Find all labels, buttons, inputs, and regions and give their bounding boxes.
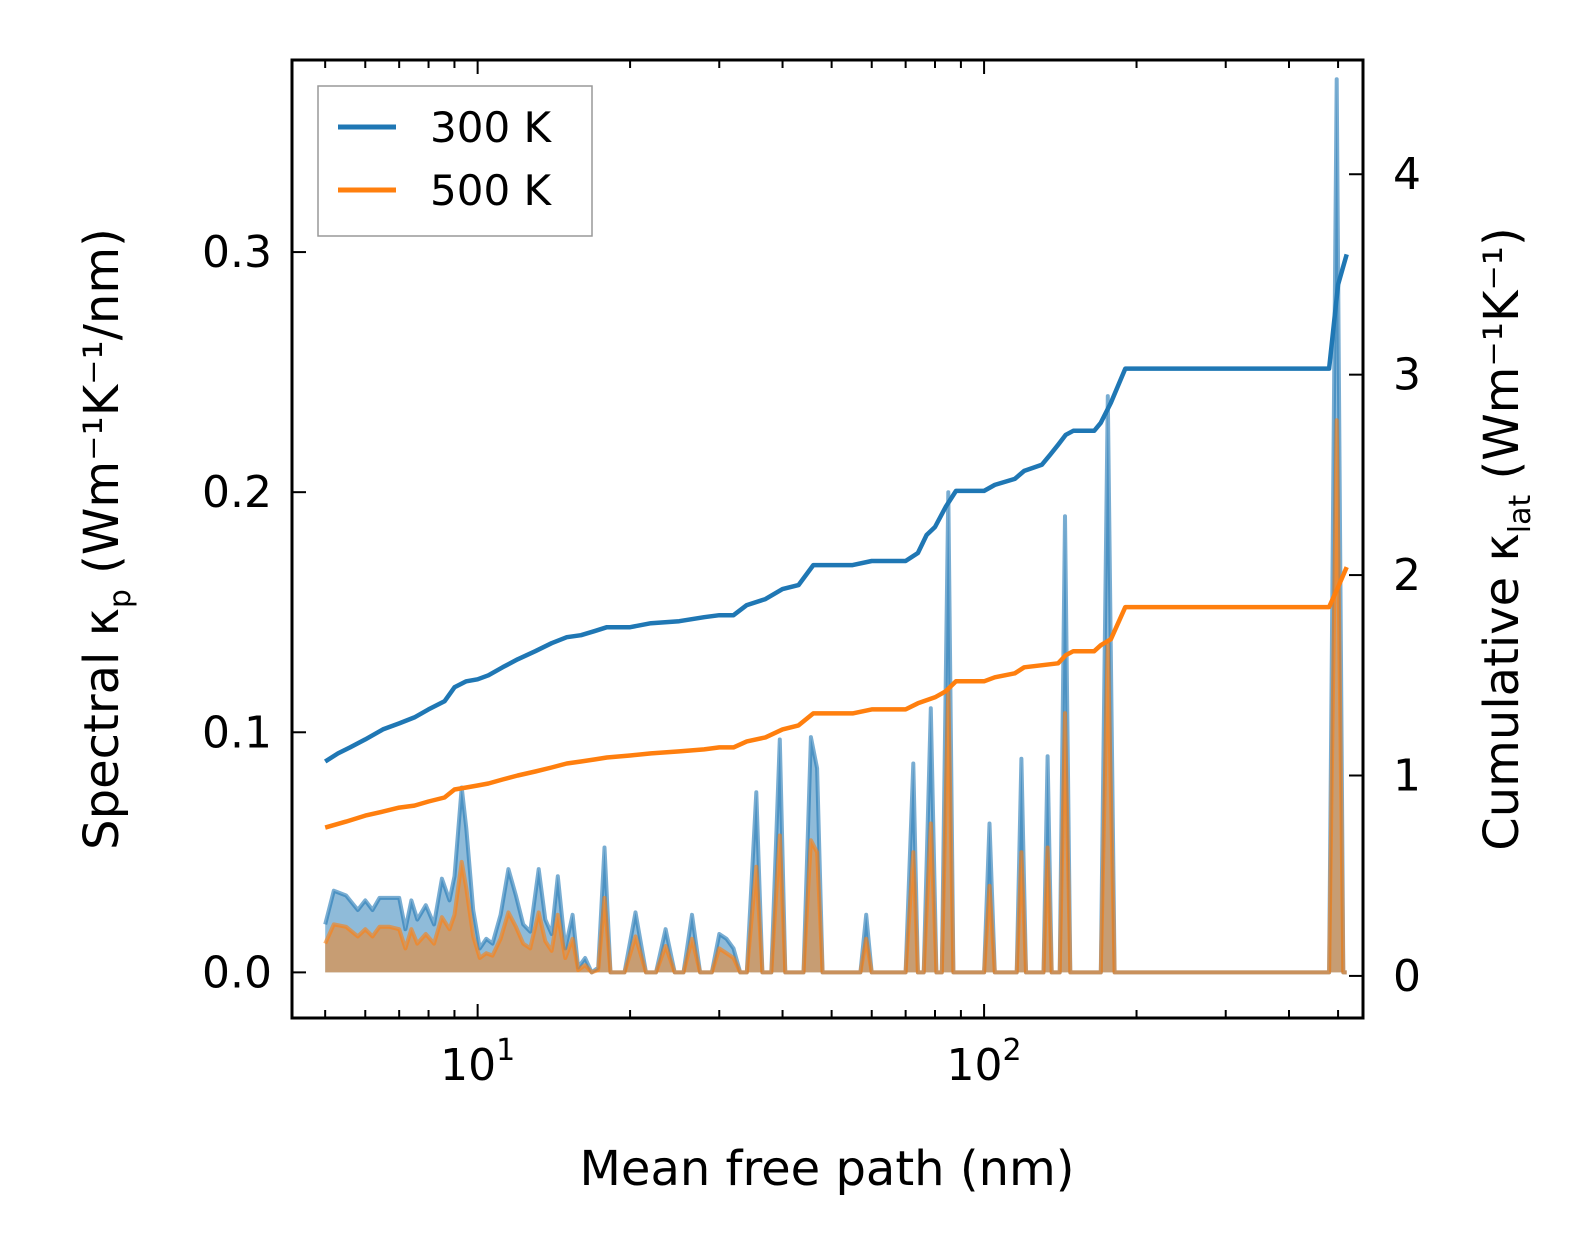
y-axis-right-title: Cumulative κlat (Wm⁻¹K⁻¹) [1474, 227, 1538, 851]
y-right-tick-label: 1 [1393, 750, 1421, 801]
y-left-tick-label: 0.0 [202, 947, 272, 998]
y-axis-right-title-main: Cumulative κ [1474, 533, 1530, 851]
y-axis-left-title-units: (Wm⁻¹K⁻¹/nm) [74, 228, 130, 589]
cumulative-line-layer [323, 253, 1349, 830]
spectral-line-500k [323, 418, 1347, 975]
cumulative-line-500k [324, 566, 1349, 830]
y-right-tick-label: 4 [1393, 149, 1421, 200]
x-tick-label: 101 [440, 1033, 515, 1091]
y-left-tick-label: 0.2 [202, 467, 272, 518]
y-axis-right-title-sub: lat [1503, 495, 1538, 534]
x-tick-label-exponent: 1 [496, 1033, 515, 1068]
y-left-tick-label: 0.1 [202, 707, 272, 758]
legend-box [317, 85, 593, 237]
y-right-tick-label: 3 [1393, 350, 1421, 401]
y-right-tick-label: 2 [1393, 550, 1421, 601]
x-tick-label-exponent: 2 [1003, 1033, 1022, 1068]
legend-label-500k: 500 K [430, 166, 553, 215]
legend: 300 K 500 K [317, 85, 593, 237]
y-left-tick-label: 0.3 [202, 227, 272, 278]
x-tick-label-base: 10 [947, 1040, 1003, 1091]
cumulative-line-300k [323, 253, 1349, 764]
y-right-tick-label: 0 [1393, 951, 1421, 1002]
ticks-layer [292, 60, 1363, 1018]
y-axis-left-title: Spectral κp (Wm⁻¹K⁻¹/nm) [74, 228, 138, 850]
y-axis-left-title-main: Spectral κ [74, 608, 130, 850]
plot-frame [290, 58, 1365, 1020]
spectral-area-layer [323, 77, 1347, 975]
y-axis-right-title-units: (Wm⁻¹K⁻¹) [1474, 227, 1530, 495]
x-axis-title: Mean free path (nm) [580, 1141, 1075, 1197]
legend-label-300k: 300 K [430, 103, 553, 152]
spectral-area-500k [325, 420, 1347, 973]
y-axis-left-title-sub: p [103, 589, 138, 608]
x-tick-label: 102 [947, 1033, 1022, 1091]
x-tick-label-base: 10 [440, 1040, 496, 1091]
